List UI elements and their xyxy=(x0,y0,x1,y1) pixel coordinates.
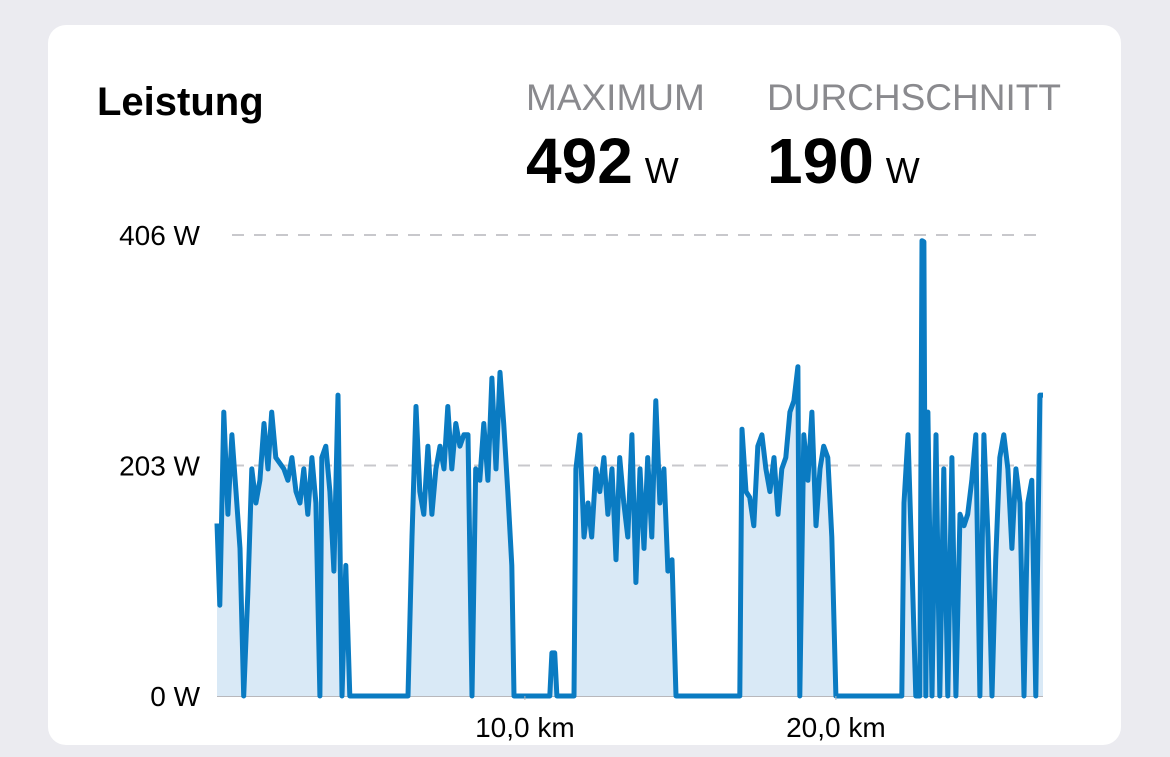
y-tick-label: 0 W xyxy=(150,681,200,712)
y-tick-label: 203 W xyxy=(119,451,200,482)
stat-label: MAXIMUM xyxy=(526,77,705,118)
stat-value: 492 xyxy=(526,125,633,197)
stat-unit: W xyxy=(886,150,920,191)
stat-unit: W xyxy=(645,150,679,191)
x-tick-label: 10,0 km xyxy=(475,712,575,743)
x-tick-label: 20,0 km xyxy=(786,712,886,743)
chart-title: Leistung xyxy=(97,80,264,124)
stat-value: 190 xyxy=(767,125,874,197)
stat-label: DURCHSCHNITT xyxy=(767,77,1061,118)
area-fill xyxy=(217,240,1043,696)
y-tick-label: 406 W xyxy=(119,220,200,251)
power-line xyxy=(214,238,1043,699)
